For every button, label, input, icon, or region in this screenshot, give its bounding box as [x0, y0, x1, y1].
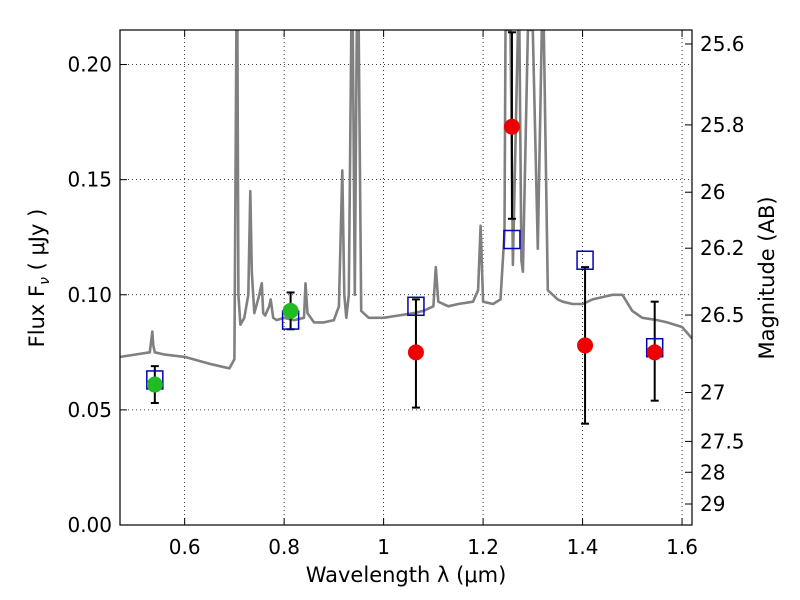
y-axis-label: Flux Fν ( μJy ): [25, 209, 53, 348]
magnitude-tick-label: 25.6: [700, 32, 745, 56]
x-tick-label: 1.6: [666, 535, 698, 559]
magnitude-tick-label: 26.5: [700, 303, 745, 327]
observed-point-red: [503, 118, 520, 135]
y-axis-label-unit: ( μJy ): [25, 209, 49, 277]
model-spectrum-line: [120, 30, 692, 370]
magnitude-tick-label: 25.8: [700, 113, 745, 137]
magnitude-axis-label: Magnitude (AB): [755, 196, 779, 359]
observed-point-green: [146, 376, 163, 393]
y-tick-label: 0.05: [67, 398, 112, 422]
plot-background: [120, 30, 692, 525]
magnitude-axis: 25.6 25.8 26 26.2 26.5 27 27.5 28 29: [685, 32, 745, 516]
observed-point-red: [577, 337, 594, 354]
x-tick-label: 1: [377, 535, 390, 559]
model-flux-square: [576, 250, 594, 270]
x-tick-label: 0.8: [268, 535, 300, 559]
magnitude-tick-label: 27.5: [700, 429, 745, 453]
y-axis-label-subscript: ν: [37, 277, 53, 285]
model-flux-square: [407, 296, 425, 317]
x-axis: 0.6 0.8 1 1.2 1.4 1.6: [169, 30, 698, 559]
observed-point-red: [646, 344, 663, 361]
plot-frame: [119, 29, 693, 526]
x-axis-label: Wavelength λ (μm): [306, 563, 507, 587]
y-tick-label: 0.00: [67, 513, 112, 537]
magnitude-tick-label: 28: [700, 460, 725, 484]
model-spectrum: [120, 30, 692, 370]
y-tick-label: 0.10: [67, 283, 112, 307]
observed-point-red: [407, 344, 424, 361]
observed-point-green: [282, 302, 299, 319]
observed-flux-markers: [146, 118, 663, 393]
magnitude-tick-label: 26.2: [700, 236, 745, 260]
x-tick-label: 1.4: [567, 535, 599, 559]
model-flux-square: [503, 229, 521, 250]
y-tick-label: 0.15: [67, 168, 112, 192]
x-tick-label: 0.6: [169, 535, 201, 559]
magnitude-tick-label: 29: [700, 492, 725, 516]
y-tick-label: 0.20: [67, 53, 112, 77]
magnitude-tick-label: 27: [700, 381, 725, 405]
x-tick-label: 1.2: [467, 535, 499, 559]
magnitude-tick-label: 26: [700, 180, 725, 204]
y-axis: 0.00 0.05 0.10 0.15 0.20: [67, 53, 127, 537]
